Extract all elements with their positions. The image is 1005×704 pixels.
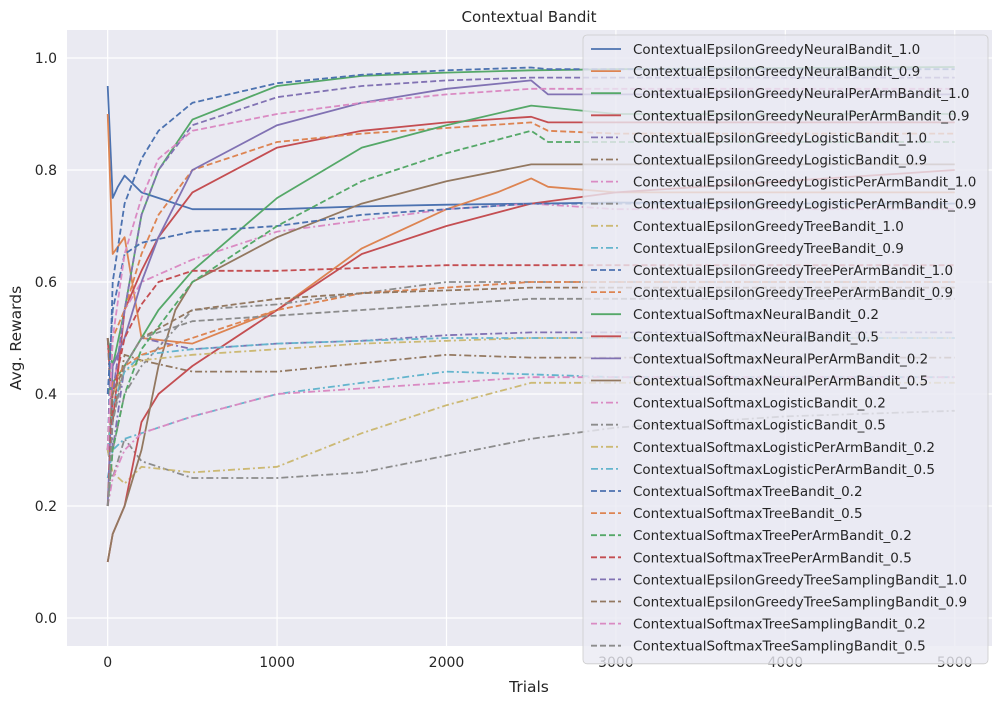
x-tick-label: 1000	[259, 655, 295, 671]
series-line	[106, 409, 955, 479]
legend-entry: ContextualSoftmaxNeuralPerArmBandit_0.2	[633, 351, 928, 367]
legend-entry: ContextualEpsilonGreedyTreeBandit_1.0	[633, 219, 904, 235]
legend-entry: ContextualEpsilonGreedyNeuralBandit_0.9	[633, 64, 920, 80]
legend-entry: ContextualEpsilonGreedyLogisticPerArmBan…	[633, 197, 976, 213]
y-tick-label: 0.0	[35, 611, 57, 627]
legend-entry: ContextualEpsilonGreedyLogisticBandit_0.…	[633, 153, 927, 169]
y-axis-label: Avg. Rewards	[7, 286, 25, 390]
legend-entry: ContextualSoftmaxLogisticPerArmBandit_0.…	[633, 440, 935, 456]
legend-entry: ContextualSoftmaxNeuralBandit_0.2	[633, 307, 879, 323]
legend: ContextualEpsilonGreedyNeuralBandit_1.0 C…	[582, 34, 989, 665]
legend-entry: ContextualSoftmaxLogisticPerArmBandit_0.…	[633, 462, 935, 478]
legend-entry: ContextualSoftmaxTreeSamplingBandit_0.2	[633, 617, 926, 633]
y-tick-label: 1.0	[35, 51, 57, 67]
legend-entry: ContextualEpsilonGreedyLogisticBandit_1.…	[633, 130, 927, 146]
series-line	[106, 337, 955, 423]
legend-box	[582, 34, 989, 665]
x-tick-label: 0	[103, 655, 112, 671]
legend-entry: ContextualEpsilonGreedyNeuralPerArmBandi…	[633, 108, 969, 124]
y-tick-label: 0.4	[35, 387, 57, 403]
y-axis-ticks: 0.0 0.2 0.4 0.6 0.8 1.0	[35, 51, 57, 627]
legend-entry: ContextualEpsilonGreedyLogisticPerArmBan…	[633, 175, 976, 191]
x-axis-label: Trials	[508, 678, 549, 696]
legend-entry: ContextualEpsilonGreedyNeuralBandit_1.0	[633, 42, 920, 58]
legend-entry: ContextualEpsilonGreedyNeuralPerArmBandi…	[633, 86, 969, 102]
legend-entry: ContextualSoftmaxTreeBandit_0.2	[633, 484, 863, 500]
legend-entry: ContextualEpsilonGreedyTreeSamplingBandi…	[633, 595, 967, 611]
legend-entry: ContextualEpsilonGreedyTreeBandit_0.9	[633, 241, 904, 257]
legend-entry: ContextualSoftmaxTreePerArmBandit_0.2	[633, 528, 912, 544]
legend-entry: ContextualEpsilonGreedyTreePerArmBandit_…	[633, 285, 953, 301]
series-line	[106, 331, 955, 451]
legend-entry: ContextualSoftmaxTreeSamplingBandit_0.5	[633, 639, 926, 655]
legend-entry: ContextualSoftmaxLogisticBandit_0.5	[633, 418, 886, 434]
y-tick-label: 0.2	[35, 499, 57, 515]
legend-entry: ContextualSoftmaxNeuralBandit_0.5	[633, 329, 879, 345]
legend-entry: ContextualSoftmaxNeuralPerArmBandit_0.5	[633, 374, 928, 390]
y-tick-label: 0.6	[35, 275, 57, 291]
chart-title: Contextual Bandit	[462, 8, 597, 26]
legend-entry: ContextualEpsilonGreedyTreeSamplingBandi…	[633, 572, 967, 588]
legend-entry: ContextualEpsilonGreedyTreePerArmBandit_…	[633, 263, 953, 279]
legend-entry: ContextualSoftmaxLogisticBandit_0.2	[633, 396, 886, 412]
legend-entry: ContextualSoftmaxTreePerArmBandit_0.5	[633, 550, 912, 566]
legend-entry: ContextualSoftmaxTreeBandit_0.5	[633, 506, 863, 522]
x-tick-label: 2000	[429, 655, 465, 671]
y-tick-label: 0.8	[35, 163, 57, 179]
